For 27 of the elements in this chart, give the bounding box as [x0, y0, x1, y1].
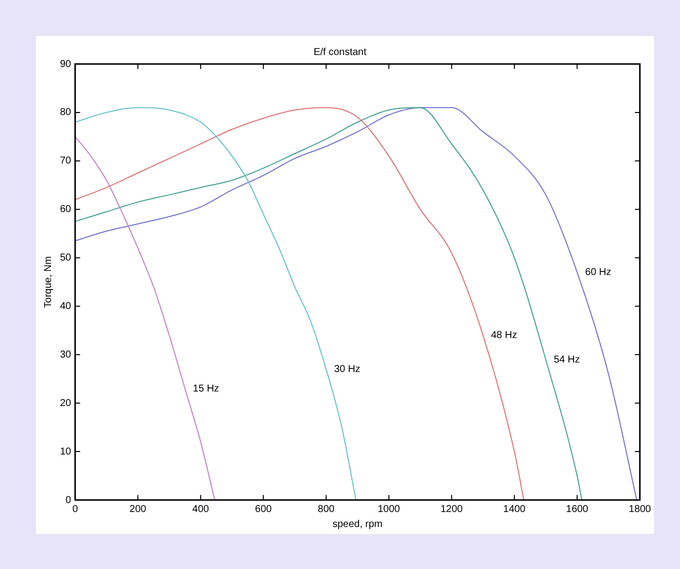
y-tick-label: 60 [60, 204, 72, 216]
y-tick-label: 70 [60, 156, 72, 167]
x-axis-title: speed, rpm [332, 518, 383, 530]
x-tick-label: 400 [192, 504, 210, 515]
y-tick-label: 80 [60, 107, 72, 118]
x-tick-label: 800 [318, 504, 335, 515]
series-label: 54 Hz [554, 354, 580, 366]
y-tick-label: 10 [60, 446, 72, 458]
x-tick-label: 1600 [566, 504, 589, 515]
x-tick-label: 200 [130, 504, 147, 515]
series-label: 30 Hz [334, 364, 360, 375]
series-label: 48 Hz [491, 330, 518, 342]
series-label: 60 Hz [585, 267, 612, 278]
y-tick-label: 40 [60, 300, 72, 312]
chart-title: E/f constant [314, 46, 367, 58]
y-tick-label: 20 [60, 398, 72, 409]
y-tick-label: 0 [66, 494, 72, 506]
y-axis-title: Torque, Nm [42, 256, 54, 308]
series-label: 15 Hz [192, 383, 220, 394]
y-tick-label: 90 [60, 58, 72, 70]
y-tick-label: 50 [60, 252, 72, 264]
x-tick-label: 1400 [503, 504, 526, 515]
x-tick-label: 1800 [628, 504, 652, 515]
x-tick-label: 600 [255, 504, 272, 515]
x-tick-label: 1000 [378, 504, 400, 515]
x-tick-label: 1200 [440, 504, 464, 515]
y-tick-label: 30 [60, 349, 72, 360]
